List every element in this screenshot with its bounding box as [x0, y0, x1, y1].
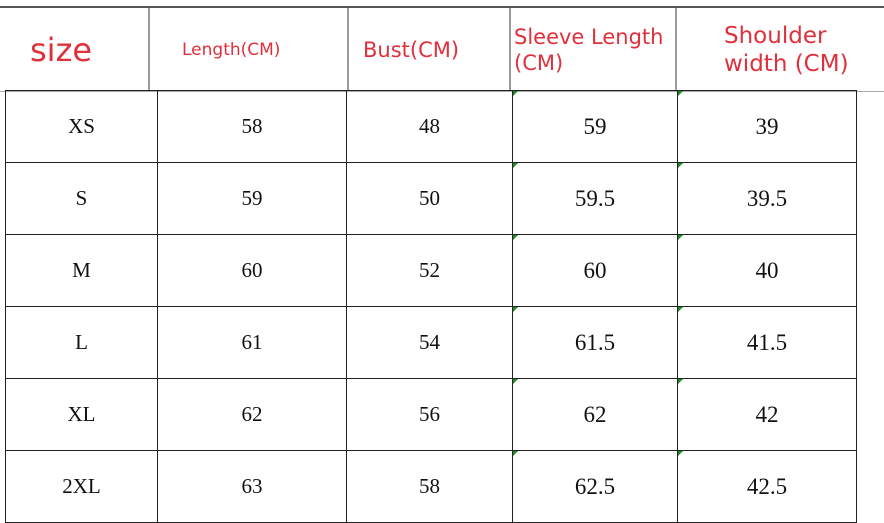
- table-row: L 61 54 61.5 41.5: [5, 306, 857, 379]
- size-cell: M: [5, 234, 158, 307]
- bust-cell: 54: [346, 306, 513, 379]
- size-cell: XS: [5, 90, 158, 163]
- header-shoulder-width: Shoulder width (CM): [724, 22, 849, 77]
- bust-cell: 58: [346, 450, 513, 523]
- header-sleeve-length: Sleeve Length (CM): [514, 24, 664, 75]
- table-row: M 60 52 60 40: [5, 234, 857, 307]
- shoulder-cell: 39: [677, 90, 857, 163]
- length-cell: 58: [157, 90, 347, 163]
- sleeve-cell: 60: [512, 234, 678, 307]
- bust-cell: 52: [346, 234, 513, 307]
- size-cell: 2XL: [5, 450, 158, 523]
- divider: [148, 8, 150, 91]
- bust-cell: 50: [346, 162, 513, 235]
- header-size: size: [30, 30, 93, 69]
- shoulder-cell: 42: [677, 378, 857, 451]
- size-chart-table: XS 58 48 59 39 S 59 50 59.5 39.5 M 60 52 60 40 L 61 54 61.…: [5, 90, 857, 523]
- shoulder-cell: 39.5: [677, 162, 857, 235]
- sleeve-cell: 61.5: [512, 306, 678, 379]
- table-row: 2XL 63 58 62.5 42.5: [5, 450, 857, 523]
- header-bust: Bust(CM): [363, 37, 460, 62]
- shoulder-cell: 41.5: [677, 306, 857, 379]
- size-cell: XL: [5, 378, 158, 451]
- table-row: XS 58 48 59 39: [5, 90, 857, 163]
- divider: [509, 8, 511, 91]
- divider: [675, 8, 677, 91]
- header-length: Length(CM): [182, 39, 281, 60]
- bust-cell: 56: [346, 378, 513, 451]
- table-header: size Length(CM) Bust(CM) Sleeve Length (…: [0, 6, 884, 92]
- length-cell: 63: [157, 450, 347, 523]
- table-row: XL 62 56 62 42: [5, 378, 857, 451]
- table-row: S 59 50 59.5 39.5: [5, 162, 857, 235]
- shoulder-cell: 42.5: [677, 450, 857, 523]
- sleeve-cell: 62: [512, 378, 678, 451]
- size-cell: L: [5, 306, 158, 379]
- sleeve-cell: 59: [512, 90, 678, 163]
- divider: [347, 8, 349, 91]
- bust-cell: 48: [346, 90, 513, 163]
- length-cell: 62: [157, 378, 347, 451]
- shoulder-cell: 40: [677, 234, 857, 307]
- length-cell: 60: [157, 234, 347, 307]
- size-cell: S: [5, 162, 158, 235]
- sleeve-cell: 59.5: [512, 162, 678, 235]
- sleeve-cell: 62.5: [512, 450, 678, 523]
- length-cell: 59: [157, 162, 347, 235]
- length-cell: 61: [157, 306, 347, 379]
